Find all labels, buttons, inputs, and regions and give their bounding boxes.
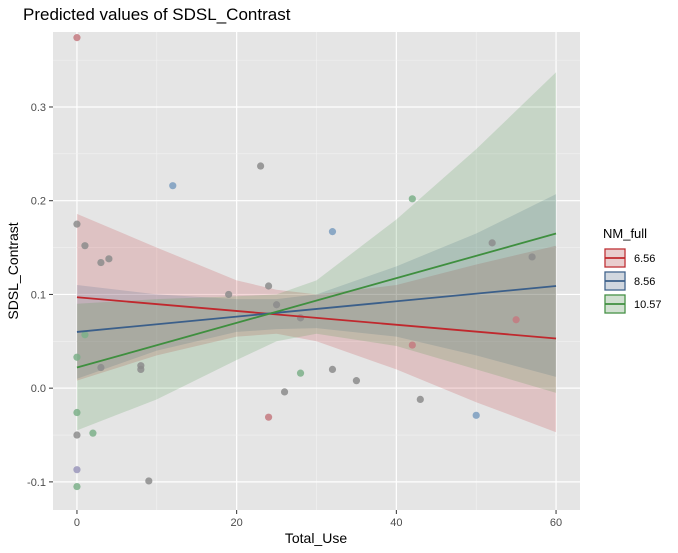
x-tick-label: 40 <box>390 517 402 529</box>
data-point <box>73 466 81 474</box>
legend-label: 8.56 <box>634 276 655 288</box>
x-tick-label: 20 <box>231 517 243 529</box>
data-point <box>488 239 496 247</box>
data-point <box>169 182 177 190</box>
confidence-bands <box>76 72 557 433</box>
data-point <box>328 228 337 236</box>
data-point <box>416 395 424 404</box>
confidence-band-10.57 <box>76 72 557 431</box>
x-axis-title: Total_Use <box>285 530 347 546</box>
legend-label: 6.56 <box>634 253 655 265</box>
data-point <box>264 413 273 421</box>
data-point <box>73 431 81 439</box>
data-point <box>73 353 81 361</box>
data-point <box>105 255 113 263</box>
x-tick-label: 60 <box>550 517 562 529</box>
series-line-8.56 <box>76 285 557 333</box>
y-axis-ticks: -0.1 0.0 0.1 0.2 0.3 <box>27 102 53 489</box>
x-axis-ticks: 0 20 40 60 <box>74 510 562 529</box>
x-tick-label: 0 <box>74 517 80 529</box>
y-tick-label: 0.1 <box>31 289 46 301</box>
y-tick-label: 0.2 <box>31 196 46 208</box>
data-point <box>408 195 416 203</box>
data-point <box>257 162 265 170</box>
data-point <box>73 34 81 42</box>
confidence-band-6.56 <box>76 213 557 433</box>
y-tick-label: -0.1 <box>27 477 46 489</box>
confidence-band-8.56 <box>76 194 557 379</box>
data-point <box>512 316 520 324</box>
data-point <box>225 290 233 299</box>
data-point <box>280 388 289 396</box>
data-point <box>352 377 361 385</box>
data-point <box>97 258 105 267</box>
data-point <box>73 220 81 228</box>
data-point <box>73 408 81 417</box>
data-point <box>528 253 536 261</box>
data-point <box>272 301 281 309</box>
data-point <box>408 341 416 349</box>
series-line-10.57 <box>76 232 557 369</box>
grid <box>53 32 580 510</box>
data-point <box>89 429 97 437</box>
prediction-lines <box>76 232 557 369</box>
legend: NM_full 6.56 8.56 10.57 <box>603 226 662 314</box>
data-point <box>328 365 337 374</box>
y-tick-label: 0.0 <box>31 383 46 395</box>
data-point <box>81 242 89 250</box>
data-point <box>81 331 89 339</box>
y-tick-label: 0.3 <box>31 102 46 114</box>
data-point <box>97 363 105 372</box>
data-point <box>264 282 273 290</box>
data-point <box>296 314 305 322</box>
chart-title: Predicted values of SDSL_Contrast <box>23 5 291 24</box>
legend-title: NM_full <box>603 226 647 241</box>
data-point <box>73 482 81 491</box>
data-point <box>145 477 153 485</box>
y-axis-title: SDSL_Contrast <box>5 222 21 319</box>
data-points <box>73 34 536 491</box>
legend-label: 10.57 <box>634 299 662 311</box>
data-point <box>137 365 145 374</box>
data-point <box>472 411 480 419</box>
data-point <box>296 369 305 377</box>
series-line-6.56 <box>76 296 557 340</box>
